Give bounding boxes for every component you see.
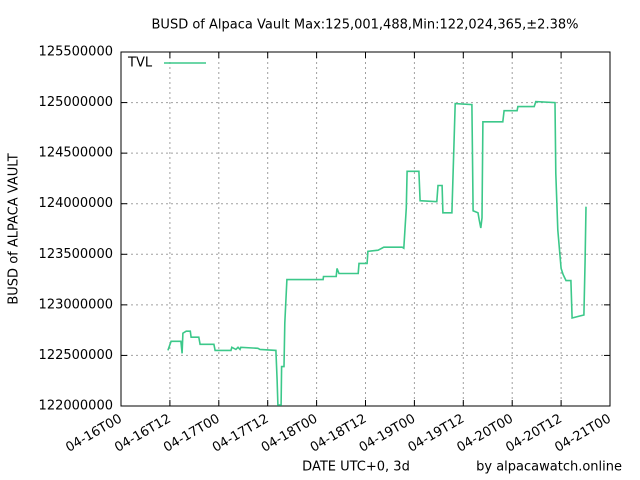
legend-label: TVL (127, 56, 153, 71)
chart-title: BUSD of Alpaca Vault Max:125,001,488,Min… (152, 18, 579, 33)
y-tick-label: 125000000 (39, 95, 113, 110)
y-tick-label: 124000000 (39, 196, 113, 211)
series-line (167, 100, 587, 406)
x-axis-label: DATE UTC+0, 3d (302, 460, 410, 475)
y-tick-label: 124500000 (39, 146, 113, 161)
y-tick-label: 123000000 (39, 297, 113, 312)
footer: by alpacawatch.online (476, 460, 622, 475)
y-tick-label: 125500000 (39, 45, 113, 60)
y-axis-label: BUSD of ALPACA VAULT (7, 153, 22, 304)
marks-layer (167, 100, 587, 406)
y-tick-label: 122500000 (39, 348, 113, 363)
y-tick-label: 123500000 (39, 247, 113, 262)
y-tick-label: 122000000 (39, 399, 113, 414)
